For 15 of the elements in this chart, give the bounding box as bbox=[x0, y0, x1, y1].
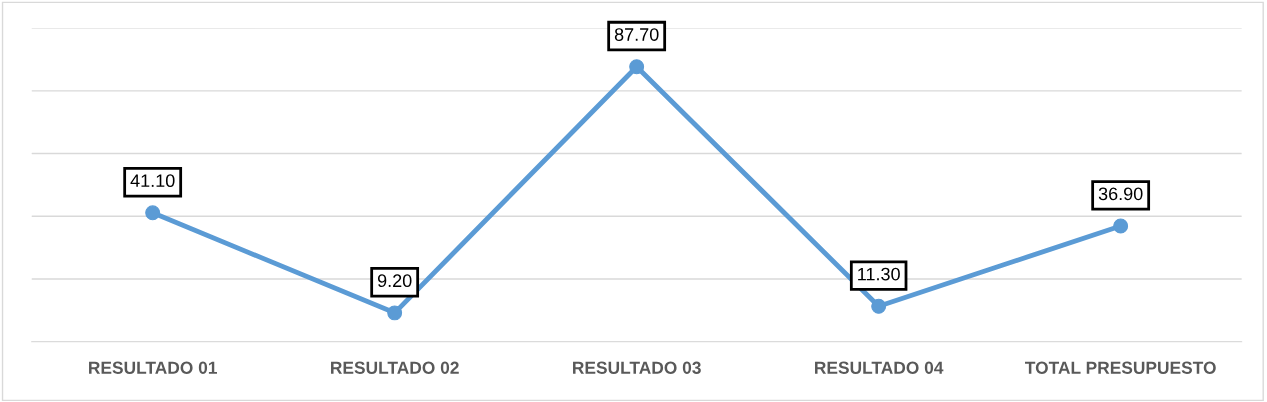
x-tick-label: RESULTADO 04 bbox=[815, 361, 944, 374]
data-label: 11.30 bbox=[858, 267, 900, 281]
data-label: 41.10 bbox=[130, 174, 175, 188]
data-label: 9.20 bbox=[377, 274, 412, 288]
point bbox=[1113, 218, 1129, 234]
data-label: 87.70 bbox=[614, 28, 659, 41]
point bbox=[629, 59, 645, 75]
point bbox=[387, 305, 403, 321]
x-tick-label: TOTAL PRESUPUESTO bbox=[1025, 361, 1216, 374]
x-tick-label: RESULTADO 03 bbox=[573, 361, 701, 374]
point bbox=[871, 298, 887, 314]
x-tick-label: RESULTADO 02 bbox=[331, 361, 459, 374]
point bbox=[145, 205, 161, 221]
data-label: 36.90 bbox=[1098, 187, 1143, 201]
x-tick-label: RESULTADO 01 bbox=[89, 361, 217, 374]
